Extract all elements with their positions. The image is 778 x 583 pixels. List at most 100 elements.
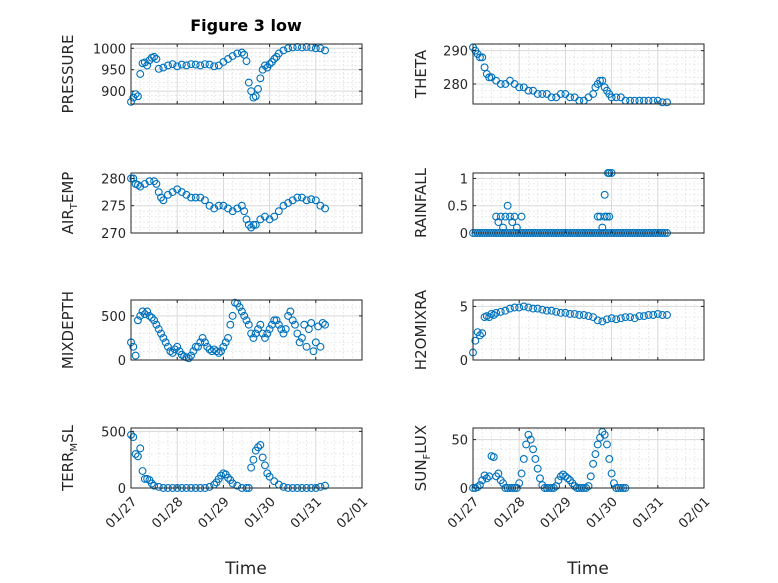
data-point xyxy=(150,316,159,325)
data-point xyxy=(321,46,329,55)
y-tick-label: 0 xyxy=(118,482,126,497)
y-tick-label: 950 xyxy=(101,64,126,79)
data-point xyxy=(182,61,191,70)
y-tick-label: 280 xyxy=(443,78,468,93)
data-point xyxy=(533,90,542,98)
data-point xyxy=(203,342,212,351)
data-point xyxy=(150,52,159,61)
data-point xyxy=(173,62,182,71)
data-point xyxy=(529,445,538,454)
data-point xyxy=(316,44,325,53)
data-point xyxy=(561,472,570,481)
data-point xyxy=(316,482,325,491)
y-axis-label: AIRTEMP xyxy=(59,172,80,235)
data-point xyxy=(552,307,561,316)
data-point xyxy=(200,60,209,69)
data-point xyxy=(258,329,267,338)
data-point xyxy=(506,304,514,313)
data-point xyxy=(217,471,226,480)
data-point xyxy=(605,455,614,463)
data-point xyxy=(478,53,487,62)
data-point xyxy=(603,440,611,449)
data-point xyxy=(616,314,625,323)
data-point xyxy=(501,306,510,315)
y-tick-label: 280 xyxy=(101,172,126,187)
data-point xyxy=(302,196,311,205)
data-point xyxy=(205,482,214,491)
data-point xyxy=(603,212,611,221)
data-point xyxy=(291,320,299,329)
y-axis-label-subscript: M xyxy=(69,443,80,452)
data-point xyxy=(522,440,531,449)
data-point xyxy=(621,313,630,322)
data-point xyxy=(270,212,279,221)
y-tick-label: 1 xyxy=(460,172,468,187)
data-point xyxy=(159,63,168,72)
y-axis-label-part: H2OMIXRA xyxy=(412,289,430,370)
y-axis-label-part: EMP xyxy=(59,172,77,203)
data-point xyxy=(191,193,200,202)
data-point xyxy=(198,333,207,342)
data-point xyxy=(284,44,293,53)
data-point xyxy=(147,479,156,488)
data-point xyxy=(150,481,159,490)
data-point xyxy=(584,312,593,321)
data-point xyxy=(309,347,318,356)
data-point xyxy=(205,60,214,69)
data-point xyxy=(152,55,161,63)
data-point xyxy=(512,223,521,232)
data-point xyxy=(586,472,595,481)
data-point xyxy=(321,204,329,213)
data-point xyxy=(157,329,165,338)
data-point xyxy=(145,177,154,186)
data-point xyxy=(529,304,538,313)
data-point xyxy=(261,461,269,470)
data-point xyxy=(607,469,616,478)
data-point xyxy=(133,452,142,461)
data-point xyxy=(133,316,142,325)
data-point xyxy=(556,90,565,98)
data-point xyxy=(591,450,600,459)
data-point xyxy=(228,52,237,60)
x-axis-label-left: Time xyxy=(224,559,267,579)
axes-box xyxy=(130,427,363,489)
data-point xyxy=(563,474,572,483)
y-axis-label: RAINFALL xyxy=(412,167,430,238)
axes-box xyxy=(472,299,705,361)
data-point xyxy=(559,470,568,479)
data-point xyxy=(570,482,579,491)
data-point xyxy=(131,90,140,99)
y-tick-label: 1000 xyxy=(93,42,126,57)
data-point xyxy=(251,220,260,229)
data-point xyxy=(279,329,288,338)
data-point xyxy=(177,60,186,69)
data-point xyxy=(635,312,644,321)
data-point xyxy=(639,312,648,321)
data-point xyxy=(284,311,293,320)
data-point xyxy=(136,70,145,78)
data-point xyxy=(235,303,244,312)
data-point xyxy=(589,90,598,98)
data-point xyxy=(626,313,635,322)
data-point xyxy=(293,329,302,338)
data-point xyxy=(542,306,551,315)
data-point xyxy=(154,325,163,334)
data-point xyxy=(471,336,480,345)
data-point xyxy=(609,479,618,488)
data-point xyxy=(265,325,274,334)
y-axis-label: MIXDEPTH xyxy=(59,291,77,369)
data-point xyxy=(515,83,524,92)
y-axis-label-part: SUN xyxy=(412,459,430,491)
data-point xyxy=(251,92,260,101)
data-point xyxy=(302,342,311,351)
data-point xyxy=(584,482,593,491)
data-point xyxy=(210,62,219,71)
data-point xyxy=(228,311,237,320)
data-point xyxy=(221,338,230,347)
data-point xyxy=(244,78,253,87)
data-point xyxy=(658,98,667,107)
data-point xyxy=(589,459,598,468)
y-tick-label: 270 xyxy=(101,227,126,242)
data-point xyxy=(187,60,196,69)
